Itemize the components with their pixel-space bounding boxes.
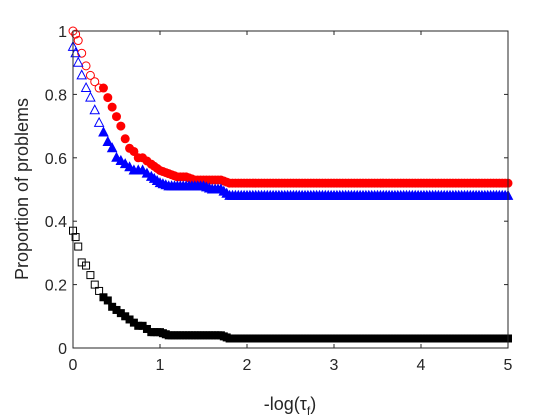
data-point bbox=[103, 296, 112, 305]
x-tick-label: 5 bbox=[504, 357, 513, 374]
data-point bbox=[85, 91, 96, 102]
y-tick-label: 1 bbox=[58, 24, 67, 41]
data-point bbox=[85, 70, 95, 80]
x-axis-label-subscript: f bbox=[307, 404, 311, 418]
series-square bbox=[69, 226, 512, 343]
data-point bbox=[102, 135, 114, 146]
data-point bbox=[76, 69, 88, 80]
x-axis-label-main: -log(τ bbox=[264, 394, 307, 414]
data-point bbox=[98, 126, 109, 137]
data-point bbox=[74, 242, 83, 251]
data-point bbox=[93, 116, 105, 127]
y-tick-label: 0.6 bbox=[45, 151, 67, 168]
x-tick-label: 3 bbox=[330, 357, 339, 374]
x-tick-label: 4 bbox=[417, 357, 426, 374]
data-point bbox=[71, 29, 81, 39]
y-tick-label: 0.4 bbox=[45, 214, 67, 231]
data-point bbox=[89, 104, 101, 115]
data-point bbox=[120, 134, 130, 144]
data-point bbox=[103, 93, 113, 103]
x-tick-label: 2 bbox=[243, 357, 252, 374]
x-tick-label: 0 bbox=[69, 357, 78, 374]
tick-layer: 0 1 2 3 4 5 0 0.2 0.4 0.6 0.8 1 bbox=[45, 24, 513, 374]
data-point bbox=[80, 81, 92, 93]
data-point bbox=[116, 121, 126, 131]
data-point bbox=[95, 286, 104, 295]
plot-frame bbox=[72, 30, 509, 349]
x-axis-label: -log(τf) bbox=[264, 394, 316, 418]
data-point bbox=[86, 271, 95, 280]
series-circle bbox=[68, 26, 513, 188]
series-layer bbox=[67, 26, 514, 343]
data-point bbox=[112, 112, 121, 122]
data-point bbox=[90, 280, 99, 289]
x-axis-label-close: ) bbox=[310, 394, 316, 414]
y-tick-label: 0.2 bbox=[45, 278, 67, 295]
data-point bbox=[106, 142, 118, 153]
data-point bbox=[90, 77, 100, 87]
y-axis-label: Proportion of problems bbox=[12, 98, 32, 280]
data-point bbox=[107, 102, 117, 112]
data-point bbox=[72, 56, 84, 67]
data-point bbox=[129, 146, 139, 156]
y-tick-label: 0 bbox=[58, 341, 67, 358]
data-point bbox=[71, 233, 80, 242]
data-point bbox=[98, 83, 108, 93]
data-point bbox=[82, 261, 91, 270]
data-point bbox=[73, 36, 83, 46]
x-tick-label: 1 bbox=[156, 357, 165, 374]
y-tick-label: 0.8 bbox=[45, 87, 67, 104]
plot-background bbox=[73, 31, 508, 348]
